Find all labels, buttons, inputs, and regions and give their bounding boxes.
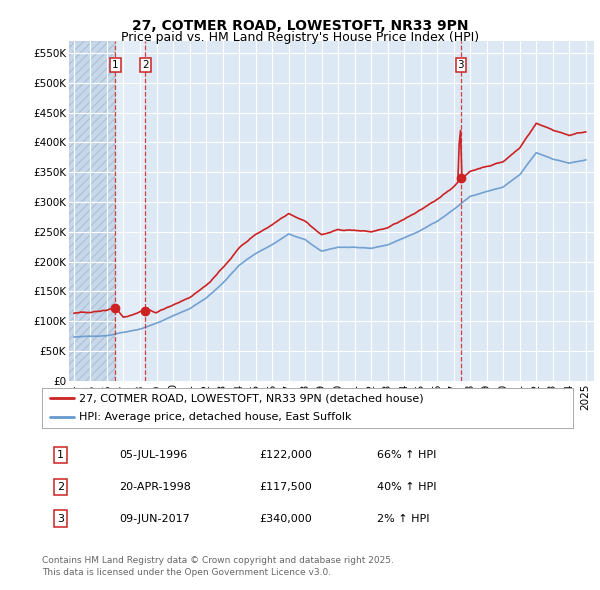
Text: 3: 3 — [57, 514, 64, 523]
Bar — [69, 41, 115, 381]
Text: Price paid vs. HM Land Registry's House Price Index (HPI): Price paid vs. HM Land Registry's House … — [121, 31, 479, 44]
Text: 40% ↑ HPI: 40% ↑ HPI — [377, 482, 436, 491]
Text: 2% ↑ HPI: 2% ↑ HPI — [377, 514, 429, 523]
Text: 2: 2 — [57, 482, 64, 491]
Bar — [69, 41, 115, 381]
Text: 3: 3 — [458, 60, 464, 70]
Text: 27, COTMER ROAD, LOWESTOFT, NR33 9PN: 27, COTMER ROAD, LOWESTOFT, NR33 9PN — [132, 19, 468, 33]
Text: 2: 2 — [142, 60, 148, 70]
Text: 09-JUN-2017: 09-JUN-2017 — [119, 514, 190, 523]
Text: £122,000: £122,000 — [260, 450, 313, 460]
Text: 05-JUL-1996: 05-JUL-1996 — [119, 450, 187, 460]
Text: 20-APR-1998: 20-APR-1998 — [119, 482, 191, 491]
Bar — [115, 41, 145, 381]
Text: Contains HM Land Registry data © Crown copyright and database right 2025.
This d: Contains HM Land Registry data © Crown c… — [42, 556, 394, 576]
Text: £340,000: £340,000 — [260, 514, 313, 523]
Text: 1: 1 — [112, 60, 119, 70]
Text: 27, COTMER ROAD, LOWESTOFT, NR33 9PN (detached house): 27, COTMER ROAD, LOWESTOFT, NR33 9PN (de… — [79, 394, 424, 404]
Text: £117,500: £117,500 — [260, 482, 313, 491]
Text: 1: 1 — [57, 450, 64, 460]
Text: HPI: Average price, detached house, East Suffolk: HPI: Average price, detached house, East… — [79, 412, 352, 422]
Text: 66% ↑ HPI: 66% ↑ HPI — [377, 450, 436, 460]
